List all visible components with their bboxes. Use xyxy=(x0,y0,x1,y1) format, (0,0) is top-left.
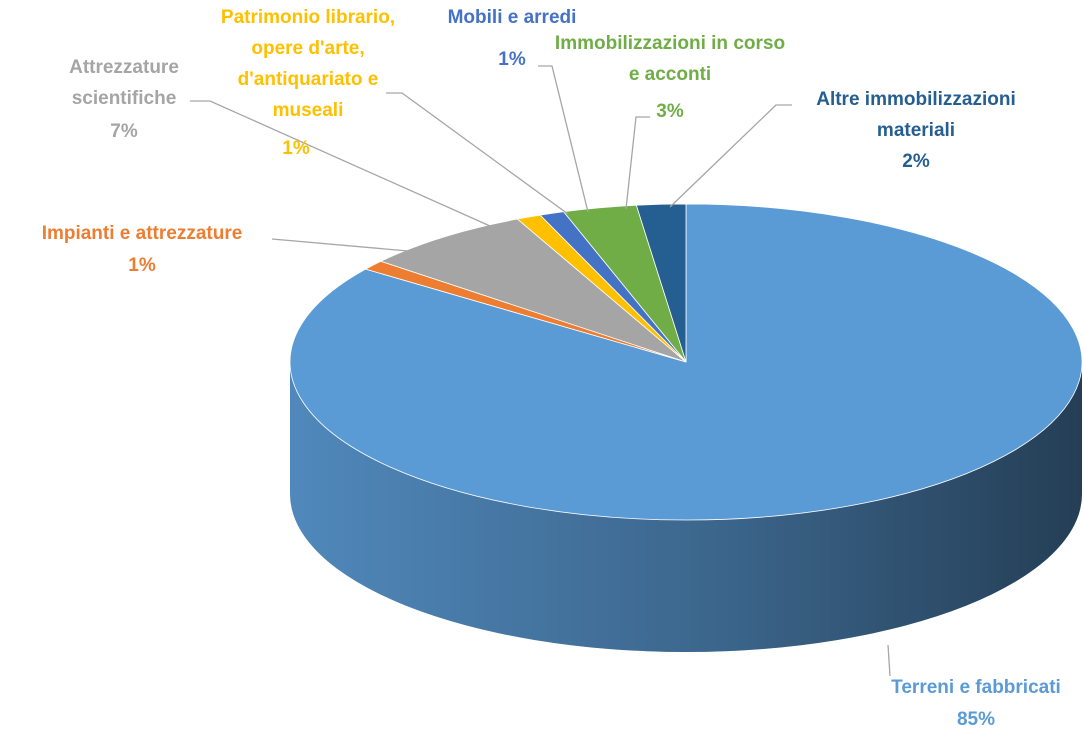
data-label-value: 2% xyxy=(902,151,930,172)
leader-line xyxy=(887,644,891,677)
data-label-value: 3% xyxy=(656,101,684,122)
data-label-value: 1% xyxy=(128,255,156,276)
leader-line xyxy=(625,116,650,210)
leader-line xyxy=(386,92,569,215)
pie-side-shade xyxy=(290,362,1082,652)
data-label-name: Attrezzature scientifiche xyxy=(69,57,179,109)
leader-line xyxy=(190,100,491,227)
data-label-value: 85% xyxy=(956,709,996,730)
pie-slice xyxy=(635,203,687,363)
data-label-name: Mobili e arredi xyxy=(447,7,577,28)
data-label-value: 1% xyxy=(282,138,310,159)
data-label-name: Altre immobilizzazioni materiali xyxy=(816,89,1016,141)
data-label-name: Patrimonio librario, opere d'arte, d'ant… xyxy=(220,7,396,121)
data-label-value: 1% xyxy=(498,49,526,70)
leader-line xyxy=(538,65,589,213)
leader-line xyxy=(271,238,415,259)
pie-slice xyxy=(379,218,687,363)
data-label-name: Impianti e attrezzature xyxy=(41,223,243,244)
data-label-name: Immobilizzazioni in corso e acconti xyxy=(554,33,786,85)
leader-line xyxy=(669,104,792,208)
data-label-value: 7% xyxy=(110,121,138,142)
data-label-name: Terreni e fabbricati xyxy=(891,677,1061,698)
